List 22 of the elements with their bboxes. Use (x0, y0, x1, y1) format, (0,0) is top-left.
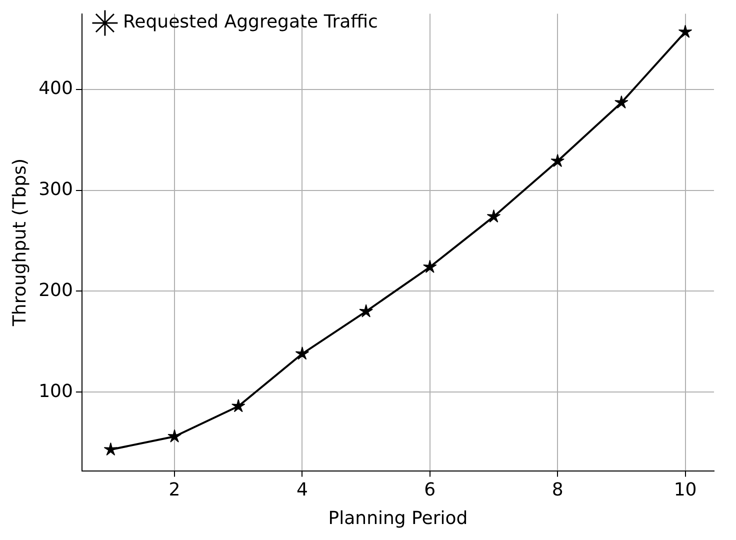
point (487, 210, 500, 222)
point (168, 430, 182, 442)
x-axis-title: Planning Period (328, 508, 468, 529)
point (296, 346, 309, 360)
y-tick-label: 200 (38, 280, 73, 301)
x-tick-label: 4 (296, 479, 308, 500)
point (614, 96, 628, 108)
y-axis-title: Throughput (Tbps) (9, 158, 30, 328)
point (678, 24, 692, 38)
point (423, 260, 437, 273)
x-tick-label: 2 (168, 479, 180, 500)
point (359, 304, 373, 318)
y-tick-label: 400 (38, 78, 73, 100)
point (104, 442, 118, 456)
x-tick-label: 8 (552, 479, 564, 500)
x-tick-label: 6 (424, 479, 436, 500)
point (232, 399, 246, 412)
x-tick-label: 10 (674, 479, 697, 500)
y-tick-label: 300 (38, 179, 73, 200)
legend-label: Requested Aggregate Traffic (122, 12, 378, 33)
y-tick-label: 100 (38, 380, 73, 402)
point (550, 154, 564, 167)
